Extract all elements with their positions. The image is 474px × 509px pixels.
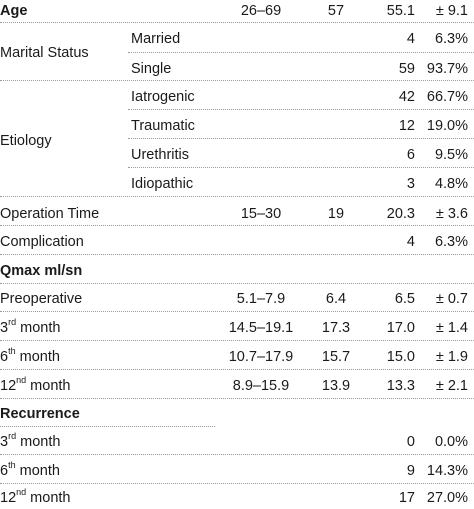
median-cell: 57 — [327, 3, 345, 19]
value-cell: 13.3 — [386, 378, 415, 394]
value-cell: 0 — [406, 434, 415, 450]
sub-label: Idiopathic — [131, 176, 194, 192]
value-cell: 17.0 — [386, 320, 415, 336]
divider — [0, 426, 215, 427]
pct-cell: 14.3% — [426, 463, 468, 479]
value-cell: 6 — [406, 147, 415, 163]
sub-label: Urethritis — [131, 147, 190, 163]
range-cell: 26–69 — [240, 3, 282, 19]
group-label-marital: Marital Status — [0, 45, 89, 61]
row-label: 12nd month — [0, 487, 71, 506]
divider — [0, 225, 474, 226]
range-cell: 14.5–19.1 — [228, 320, 294, 336]
row-label: 6th month — [0, 460, 60, 479]
pct-cell: 0.0% — [434, 434, 468, 450]
divider — [0, 454, 474, 455]
row-label: 6th month — [0, 346, 60, 365]
section-heading: Recurrence — [0, 406, 80, 422]
value-cell: 6.5 — [394, 291, 415, 307]
value-cell: 20.3 — [386, 206, 415, 222]
pct-cell: 6.3% — [434, 31, 468, 47]
sub-label: Traumatic — [131, 118, 195, 134]
pct-cell: 19.0% — [426, 118, 468, 134]
sub-label: Married — [131, 31, 181, 47]
value-cell: 3 — [406, 176, 415, 192]
range-cell: 8.9–15.9 — [232, 378, 290, 394]
range-cell: 10.7–17.9 — [228, 349, 294, 365]
divider — [0, 22, 474, 23]
median-cell: 6.4 — [325, 291, 347, 307]
pct-cell: 4.8% — [434, 176, 468, 192]
row-label: 3rd month — [0, 431, 61, 450]
value-cell: 4 — [406, 234, 415, 250]
group-label-etiology: Etiology — [0, 133, 52, 149]
value-cell: 55.1 — [386, 3, 415, 19]
pct-cell: ± 9.1 — [435, 3, 468, 19]
value-cell: 15.0 — [386, 349, 415, 365]
range-cell: 5.1–7.9 — [236, 291, 286, 307]
pct-cell: 66.7% — [426, 89, 468, 105]
divider — [0, 254, 474, 255]
divider — [0, 340, 474, 341]
divider — [0, 483, 474, 484]
row-label: 12nd month — [0, 375, 71, 394]
value-cell: 4 — [406, 31, 415, 47]
median-cell: 15.7 — [321, 349, 351, 365]
value-cell: 59 — [398, 61, 415, 77]
value-cell: 9 — [406, 463, 415, 479]
row-label: 3rd month — [0, 317, 61, 336]
divider — [128, 109, 474, 110]
pct-cell: ± 1.4 — [435, 320, 468, 336]
sub-label: Iatrogenic — [131, 89, 195, 105]
pct-cell: 93.7% — [426, 61, 468, 77]
pct-cell: ± 2.1 — [435, 378, 468, 394]
section-heading: Qmax ml/sn — [0, 263, 83, 279]
divider — [0, 283, 474, 284]
pct-cell: ± 0.7 — [435, 291, 468, 307]
median-cell: 17.3 — [321, 320, 351, 336]
sub-label: Single — [131, 61, 172, 77]
range-cell: 15–30 — [240, 206, 282, 222]
divider — [0, 398, 474, 399]
value-cell: 42 — [398, 89, 415, 105]
divider — [0, 80, 474, 81]
value-cell: 12 — [398, 118, 415, 134]
row-label: Preoperative — [0, 291, 83, 307]
divider — [0, 369, 474, 370]
pct-cell: ± 3.6 — [435, 206, 468, 222]
median-cell: 19 — [327, 206, 345, 222]
divider — [128, 167, 474, 168]
row-label: Operation Time — [0, 206, 100, 222]
row-label: Complication — [0, 234, 84, 250]
divider — [0, 196, 474, 197]
median-cell: 13.9 — [321, 378, 351, 394]
pct-cell: 27.0% — [426, 490, 468, 506]
pct-cell: ± 1.9 — [435, 349, 468, 365]
divider — [0, 311, 474, 312]
divider — [128, 138, 474, 139]
row-label: Age — [0, 3, 28, 19]
pct-cell: 6.3% — [434, 234, 468, 250]
pct-cell: 9.5% — [434, 147, 468, 163]
value-cell: 17 — [398, 490, 415, 506]
divider — [128, 52, 474, 53]
